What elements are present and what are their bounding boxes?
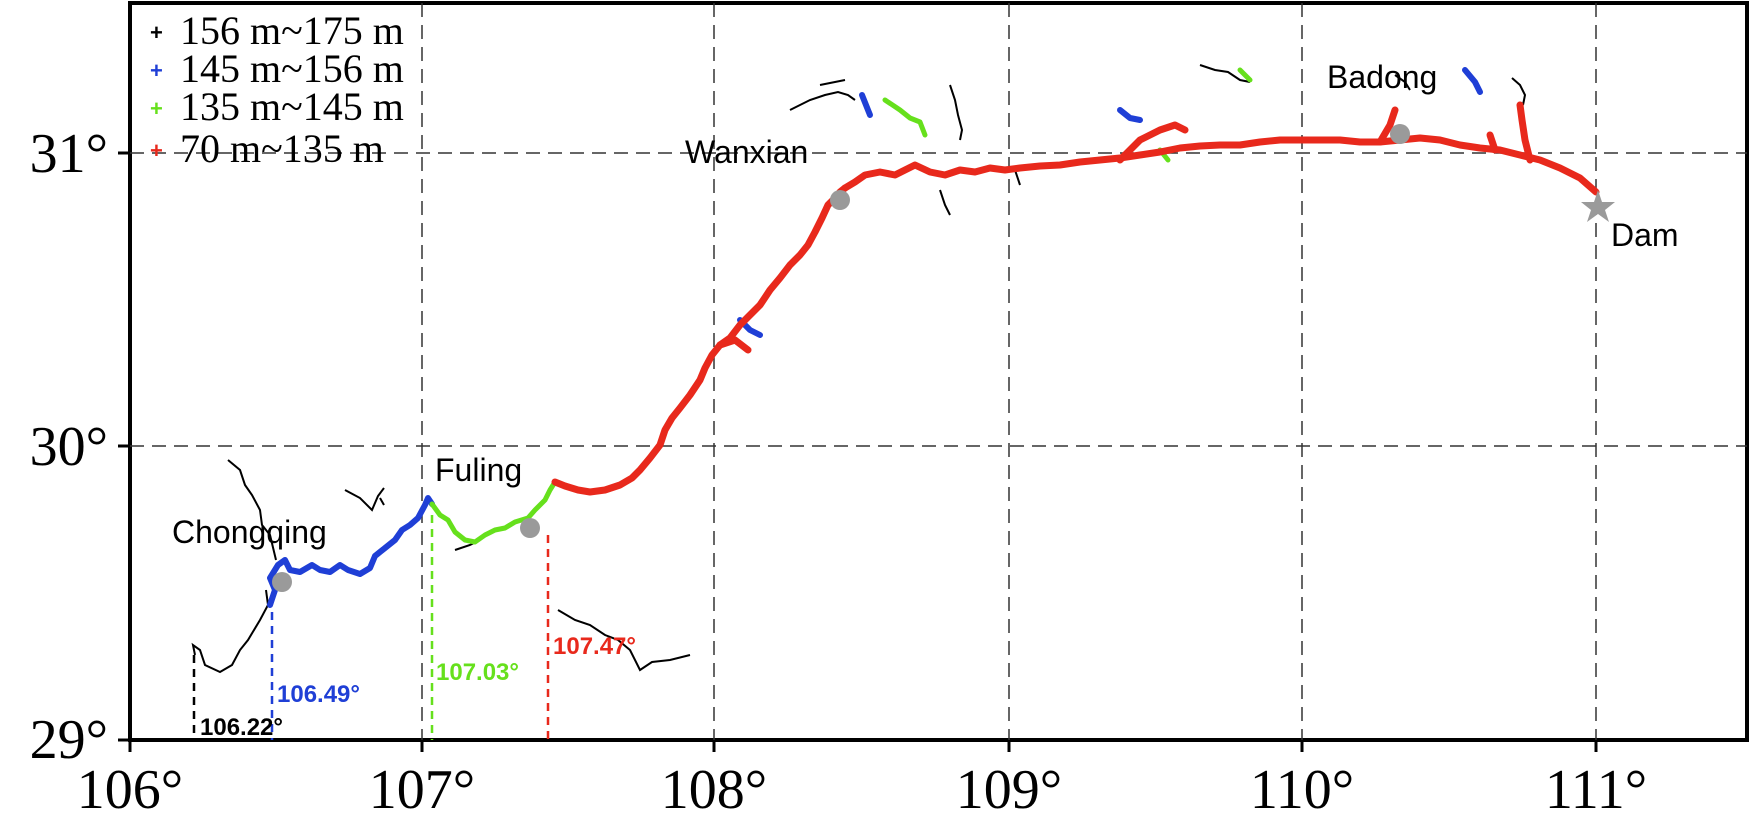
legend-label: 70 m~135 m bbox=[180, 126, 384, 171]
dam-star-icon bbox=[1581, 190, 1615, 222]
lon-label-106-49: 106.49° bbox=[277, 681, 360, 708]
y-tick-labels: 31° 30° 29° bbox=[30, 123, 108, 771]
river-green bbox=[429, 67, 1253, 545]
legend-label: 145 m~156 m bbox=[180, 46, 404, 91]
city-label-fuling: Fuling bbox=[435, 452, 522, 488]
badong-marker bbox=[1390, 124, 1410, 144]
legend-item: + 145 m~156 m bbox=[150, 46, 404, 91]
y-tick-label: 29° bbox=[30, 709, 108, 771]
x-tick-label: 109° bbox=[956, 759, 1062, 817]
map-frame bbox=[128, 1, 1749, 742]
legend-label: 156 m~175 m bbox=[180, 8, 404, 53]
legend-marker-plus-icon: + bbox=[150, 138, 163, 163]
city-label-dam: Dam bbox=[1611, 217, 1679, 253]
legend-marker-plus-icon: + bbox=[150, 58, 163, 83]
x-tick-label: 110° bbox=[1250, 759, 1354, 817]
lon-label-107-47: 107.47° bbox=[553, 633, 636, 660]
city-label-wanxian: Wanxian bbox=[685, 134, 808, 170]
city-markers bbox=[272, 124, 1615, 592]
axis-ticks bbox=[118, 151, 1598, 752]
lon-label-106-22: 106.22° bbox=[200, 714, 283, 741]
river-red bbox=[551, 101, 1600, 496]
legend-label: 135 m~145 m bbox=[180, 84, 404, 129]
grid-lines bbox=[130, 3, 1747, 740]
y-tick-label: 30° bbox=[30, 416, 108, 478]
legend: + 156 m~175 m + 145 m~156 m + 135 m~145 … bbox=[150, 8, 404, 171]
legend-marker-plus-icon: + bbox=[150, 20, 163, 45]
x-tick-label: 106° bbox=[77, 759, 183, 817]
legend-marker-plus-icon: + bbox=[150, 96, 163, 121]
city-labels: Chongqing Fuling Wanxian Badong Dam bbox=[172, 59, 1679, 550]
x-tick-label: 111° bbox=[1545, 759, 1647, 817]
legend-item: + 70 m~135 m bbox=[150, 126, 384, 171]
tributaries-black bbox=[191, 64, 1527, 674]
legend-item: + 156 m~175 m bbox=[150, 8, 404, 53]
wanxian-marker bbox=[830, 190, 850, 210]
chongqing-marker bbox=[272, 572, 292, 592]
lon-label-107-03: 107.03° bbox=[436, 659, 519, 686]
x-tick-label: 107° bbox=[369, 759, 475, 817]
legend-item: + 135 m~145 m bbox=[150, 84, 404, 129]
y-tick-label: 31° bbox=[30, 123, 108, 185]
city-label-chongqing: Chongqing bbox=[172, 514, 327, 550]
fuling-marker bbox=[520, 518, 540, 538]
longitude-markers: 106.22° 106.49° 107.03° 107.47° bbox=[192, 515, 636, 741]
city-label-badong: Badong bbox=[1327, 59, 1437, 95]
x-tick-labels: 106° 107° 108° 109° 110° 111° bbox=[77, 759, 1647, 817]
x-tick-label: 108° bbox=[661, 759, 767, 817]
